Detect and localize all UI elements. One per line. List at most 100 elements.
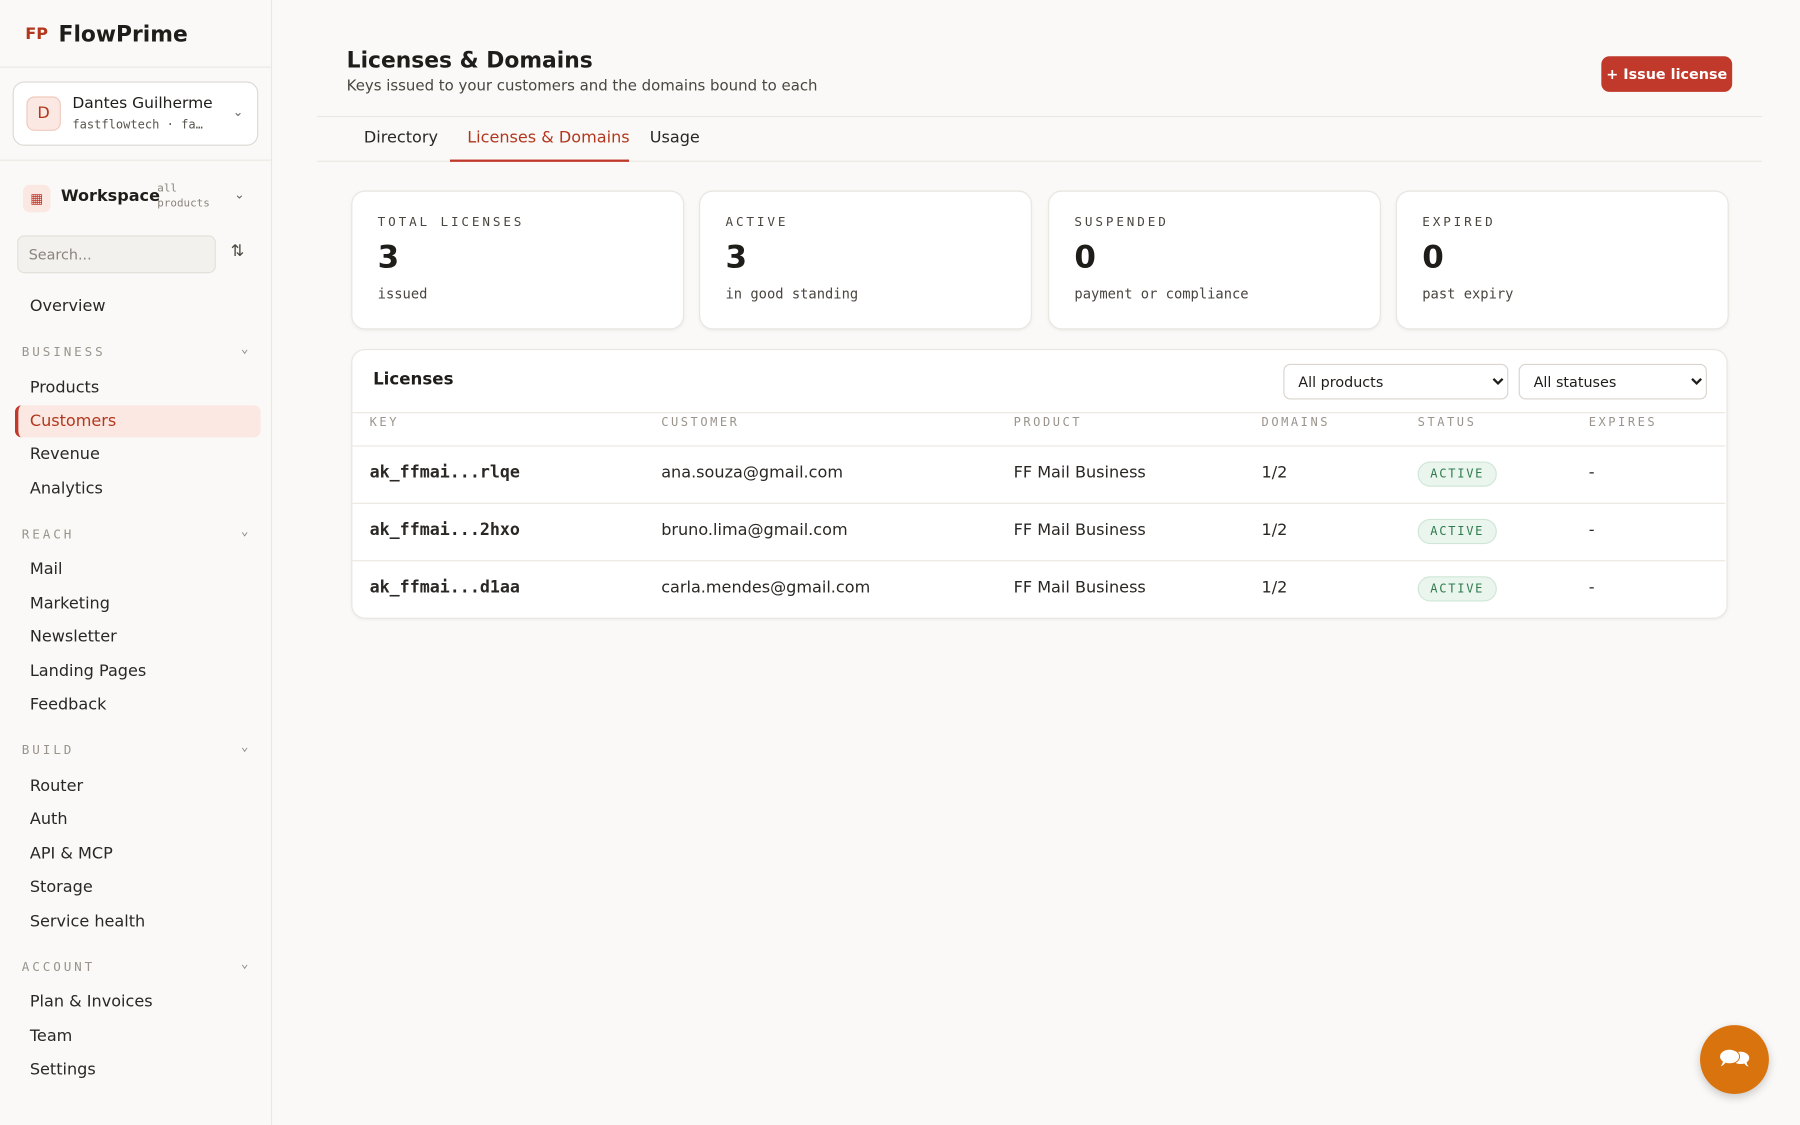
status-badge: ACTIVE — [1417, 576, 1497, 602]
avatar: D — [26, 96, 61, 131]
licenses-table: Licenses All products All statuses — [351, 348, 1728, 619]
section-header[interactable]: BUSINESS ⌄ — [21, 340, 252, 360]
stat-value: 3 — [377, 239, 400, 276]
cell: FF Mail Business — [1013, 521, 1146, 540]
column-header: PRODUCT — [1013, 415, 1083, 430]
stat-label: SUSPENDED — [1074, 214, 1169, 230]
column-header: STATUS — [1417, 415, 1477, 430]
chevron: ⌄ — [240, 340, 252, 356]
cell: ana.souza@gmail.com — [661, 463, 843, 483]
status-filter[interactable]: All statuses — [1518, 363, 1707, 400]
collapse-button[interactable]: ⇅ — [230, 242, 245, 261]
stat-note: issued — [377, 285, 428, 302]
stat-label: ACTIVE — [725, 214, 789, 230]
cell: 1/2 — [1261, 463, 1288, 483]
section-header[interactable]: REACH ⌄ — [21, 523, 252, 542]
stat-card: EXPIRED 0 past expiry — [1395, 190, 1729, 330]
stat-card: TOTAL LICENSES 3 issued — [351, 190, 685, 330]
chevron: ⌄ — [240, 523, 252, 539]
tab[interactable]: Licenses & Domains — [467, 128, 630, 147]
column-header: DOMAINS — [1261, 415, 1331, 430]
row-divider — [352, 560, 1726, 562]
workspace-icon: ▦ — [22, 184, 51, 213]
section-title: ACCOUNT — [21, 959, 96, 975]
account-switcher[interactable]: D Dantes Guilherme fastflowtech · fa… ⌄ — [12, 81, 259, 146]
stat-card: SUSPENDED 0 payment or compliance — [1048, 190, 1381, 330]
nav-item[interactable]: Customers — [14, 405, 261, 438]
license-key: ak_ffmai...rlqe — [369, 463, 520, 483]
nav-item[interactable]: Storage — [29, 878, 93, 897]
nav-item[interactable]: Marketing — [29, 594, 110, 613]
stat-value: 0 — [1422, 239, 1444, 276]
license-key: ak_ffmai...d1aa — [369, 578, 520, 597]
cell: - — [1588, 463, 1595, 483]
tab-indicator — [449, 159, 630, 162]
section-header[interactable]: ACCOUNT ⌄ — [21, 956, 252, 975]
tab[interactable]: Usage — [649, 128, 700, 147]
account-name: Dantes Guilherme — [72, 94, 213, 113]
brand: FlowPrime — [58, 21, 188, 48]
cell: - — [1588, 578, 1595, 597]
stat-card: ACTIVE 3 in good standing — [699, 190, 1032, 330]
nav-item[interactable]: Feedback — [29, 695, 107, 714]
nav-item[interactable]: Router — [29, 777, 84, 796]
product-filter[interactable]: All products — [1283, 363, 1509, 400]
workspace-scope: all products — [157, 182, 210, 211]
status-badge: ACTIVE — [1417, 518, 1497, 545]
search-input[interactable]: Search... — [17, 235, 216, 274]
section-title: BUSINESS — [21, 344, 106, 360]
search-placeholder: Search... — [28, 245, 92, 263]
nav-item[interactable]: Overview — [29, 297, 106, 316]
sidebar: FP FlowPrime D Dantes Guilherme fastflow… — [0, 0, 273, 1125]
page-title: Licenses & Domains — [346, 48, 593, 74]
cell: FF Mail Business — [1013, 578, 1146, 597]
status-badge: ACTIVE — [1417, 461, 1497, 487]
cell: 1/2 — [1261, 521, 1288, 540]
nav-item[interactable]: Service health — [29, 912, 146, 931]
chevron: ⌄ — [240, 739, 252, 755]
nav-item[interactable]: Landing Pages — [29, 662, 147, 681]
stat-note: payment or compliance — [1074, 285, 1249, 302]
cell: FF Mail Business — [1013, 463, 1146, 483]
stat-note: past expiry — [1422, 285, 1514, 302]
column-header: KEY — [369, 415, 399, 430]
column-header: CUSTOMER — [661, 415, 740, 430]
issue-license-button[interactable]: + Issue license — [1601, 56, 1733, 92]
section-title: BUILD — [21, 742, 75, 758]
stat-value: 0 — [1074, 239, 1097, 276]
cell: carla.mendes@gmail.com — [661, 578, 871, 597]
divider — [352, 412, 1726, 414]
nav-item[interactable]: Products — [29, 378, 100, 398]
chevron: ⌄ — [234, 187, 245, 203]
table-title: Licenses — [373, 370, 454, 390]
nav-item[interactable]: Revenue — [29, 445, 100, 464]
chevron: ⌄ — [232, 104, 244, 120]
section-title: REACH — [21, 526, 75, 542]
nav-item[interactable]: Newsletter — [29, 627, 117, 647]
nav-item[interactable]: API & MCP — [29, 844, 113, 864]
row-divider — [352, 502, 1726, 504]
logo: FP — [25, 25, 49, 44]
stat-value: 3 — [725, 239, 748, 276]
cell: - — [1588, 521, 1595, 540]
nav-item[interactable]: Analytics — [29, 479, 103, 499]
nav-item[interactable]: Mail — [29, 560, 63, 579]
chat-button[interactable]: 🗪 — [1700, 1025, 1769, 1094]
row-divider — [352, 445, 1726, 447]
account-handle: fastflowtech · fa… — [72, 118, 203, 133]
stat-label: EXPIRED — [1422, 214, 1496, 230]
license-key: ak_ffmai...2hxo — [369, 521, 520, 540]
workspace-label[interactable]: Workspace — [60, 187, 160, 206]
tab[interactable]: Directory — [363, 128, 438, 147]
nav-item[interactable]: Plan & Invoices — [29, 992, 153, 1012]
nav-item[interactable]: Team — [29, 1027, 73, 1046]
section-header[interactable]: BUILD ⌄ — [21, 739, 252, 758]
nav-item[interactable]: Settings — [29, 1060, 96, 1080]
cell: 1/2 — [1261, 578, 1288, 597]
chevron: ⌄ — [240, 956, 252, 972]
nav-item[interactable]: Auth — [29, 810, 68, 829]
cell: bruno.lima@gmail.com — [661, 521, 848, 540]
stat-label: TOTAL LICENSES — [377, 214, 525, 230]
